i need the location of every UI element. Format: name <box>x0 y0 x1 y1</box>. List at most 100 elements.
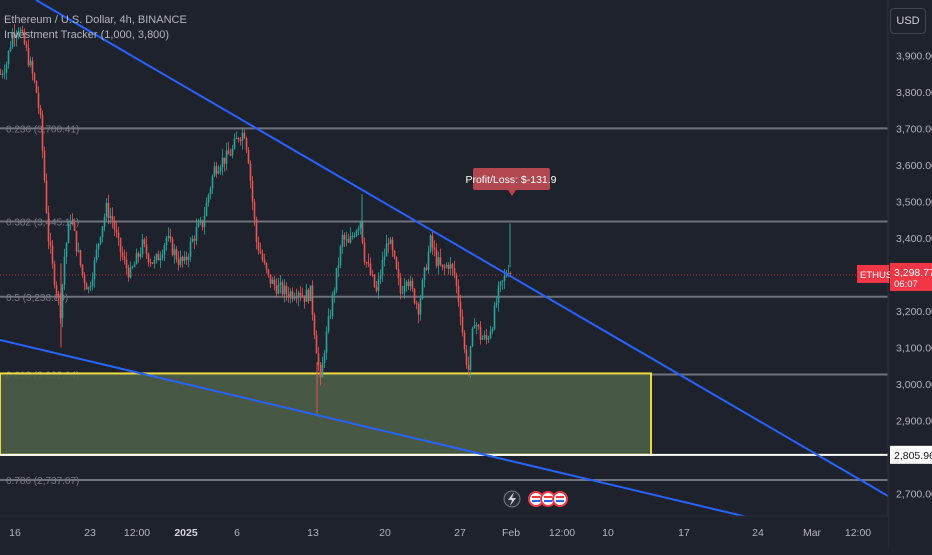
candle[interactable] <box>23 28 26 46</box>
candle[interactable] <box>399 273 402 300</box>
candle[interactable] <box>307 288 310 304</box>
candle[interactable] <box>323 349 326 368</box>
candle[interactable] <box>409 275 412 291</box>
candle[interactable] <box>165 236 168 251</box>
candle[interactable] <box>281 279 284 298</box>
candle[interactable] <box>163 243 166 262</box>
candle[interactable] <box>65 242 68 265</box>
candle[interactable] <box>277 277 280 295</box>
candle[interactable] <box>353 232 356 239</box>
candle[interactable] <box>155 253 158 264</box>
candle[interactable] <box>199 217 202 226</box>
candle[interactable] <box>355 229 358 238</box>
candle[interactable] <box>105 198 108 221</box>
candle[interactable] <box>249 160 252 189</box>
candle[interactable] <box>193 235 196 250</box>
candle[interactable] <box>1 69 4 79</box>
candle[interactable] <box>341 229 344 254</box>
candle[interactable] <box>211 174 214 194</box>
candle[interactable] <box>187 253 190 268</box>
candle[interactable] <box>175 246 178 263</box>
candle[interactable] <box>293 292 296 301</box>
candle[interactable] <box>25 40 28 52</box>
candle[interactable] <box>439 248 442 267</box>
candle[interactable] <box>227 142 230 155</box>
profit-loss-tooltip[interactable]: Profit/Loss: $-131.9 <box>465 168 557 196</box>
candle[interactable] <box>117 226 120 246</box>
candle[interactable] <box>27 39 30 68</box>
candle[interactable] <box>125 251 128 275</box>
candle[interactable] <box>279 275 282 294</box>
candle[interactable] <box>283 279 286 303</box>
candle[interactable] <box>269 274 272 288</box>
candle[interactable] <box>241 128 244 150</box>
candle[interactable] <box>157 250 160 261</box>
candle[interactable] <box>423 266 426 288</box>
candle[interactable] <box>261 249 264 263</box>
candle[interactable] <box>441 264 444 271</box>
candle[interactable] <box>473 318 476 329</box>
candle[interactable] <box>181 255 184 268</box>
candle[interactable] <box>143 237 146 248</box>
candle[interactable] <box>151 262 154 265</box>
candle[interactable] <box>49 232 52 254</box>
lower-trendline[interactable] <box>0 339 761 521</box>
candle[interactable] <box>129 261 132 279</box>
candle[interactable] <box>147 252 150 267</box>
candle[interactable] <box>327 308 330 334</box>
candle[interactable] <box>493 301 496 331</box>
candle[interactable] <box>371 269 374 277</box>
candle[interactable] <box>5 61 8 80</box>
candle[interactable] <box>445 262 448 269</box>
candle[interactable] <box>89 281 92 292</box>
candle[interactable] <box>501 279 504 290</box>
candle[interactable] <box>291 287 294 303</box>
candle[interactable] <box>425 263 428 271</box>
candle[interactable] <box>61 283 64 328</box>
candle[interactable] <box>77 242 80 253</box>
candle[interactable] <box>263 253 266 265</box>
candle[interactable] <box>303 295 306 309</box>
candle[interactable] <box>325 326 328 360</box>
candle[interactable] <box>489 325 492 340</box>
candle[interactable] <box>447 262 450 275</box>
candle[interactable] <box>475 322 478 335</box>
candle[interactable] <box>297 290 300 307</box>
candle[interactable] <box>499 280 502 293</box>
candle[interactable] <box>483 330 486 341</box>
candle[interactable] <box>315 330 318 354</box>
candle[interactable] <box>337 257 340 277</box>
candle[interactable] <box>45 173 48 214</box>
candle[interactable] <box>299 286 302 302</box>
candle[interactable] <box>415 300 418 310</box>
candle[interactable] <box>287 286 290 303</box>
candle[interactable] <box>73 221 76 232</box>
candle[interactable] <box>0 68 2 75</box>
candle[interactable] <box>331 291 334 320</box>
candle[interactable] <box>223 157 226 172</box>
candle[interactable] <box>463 330 466 354</box>
candle[interactable] <box>213 161 216 178</box>
candle[interactable] <box>339 244 342 269</box>
candle[interactable] <box>465 344 468 369</box>
candle[interactable] <box>159 251 162 269</box>
candle[interactable] <box>177 251 180 271</box>
candle[interactable] <box>33 72 36 84</box>
candle[interactable] <box>93 256 96 288</box>
candle[interactable] <box>191 235 194 243</box>
candle[interactable] <box>247 147 250 165</box>
candle[interactable] <box>487 335 490 343</box>
us-flag-icon[interactable] <box>552 491 568 507</box>
candle[interactable] <box>47 205 50 250</box>
candle[interactable] <box>467 356 470 377</box>
candle[interactable] <box>201 219 204 231</box>
candle[interactable] <box>103 213 106 232</box>
candle[interactable] <box>171 236 174 257</box>
candle[interactable] <box>71 213 74 226</box>
candle[interactable] <box>419 294 422 321</box>
candle[interactable] <box>383 248 386 267</box>
candle[interactable] <box>189 236 192 262</box>
candle[interactable] <box>57 290 60 306</box>
candle[interactable] <box>347 233 350 243</box>
